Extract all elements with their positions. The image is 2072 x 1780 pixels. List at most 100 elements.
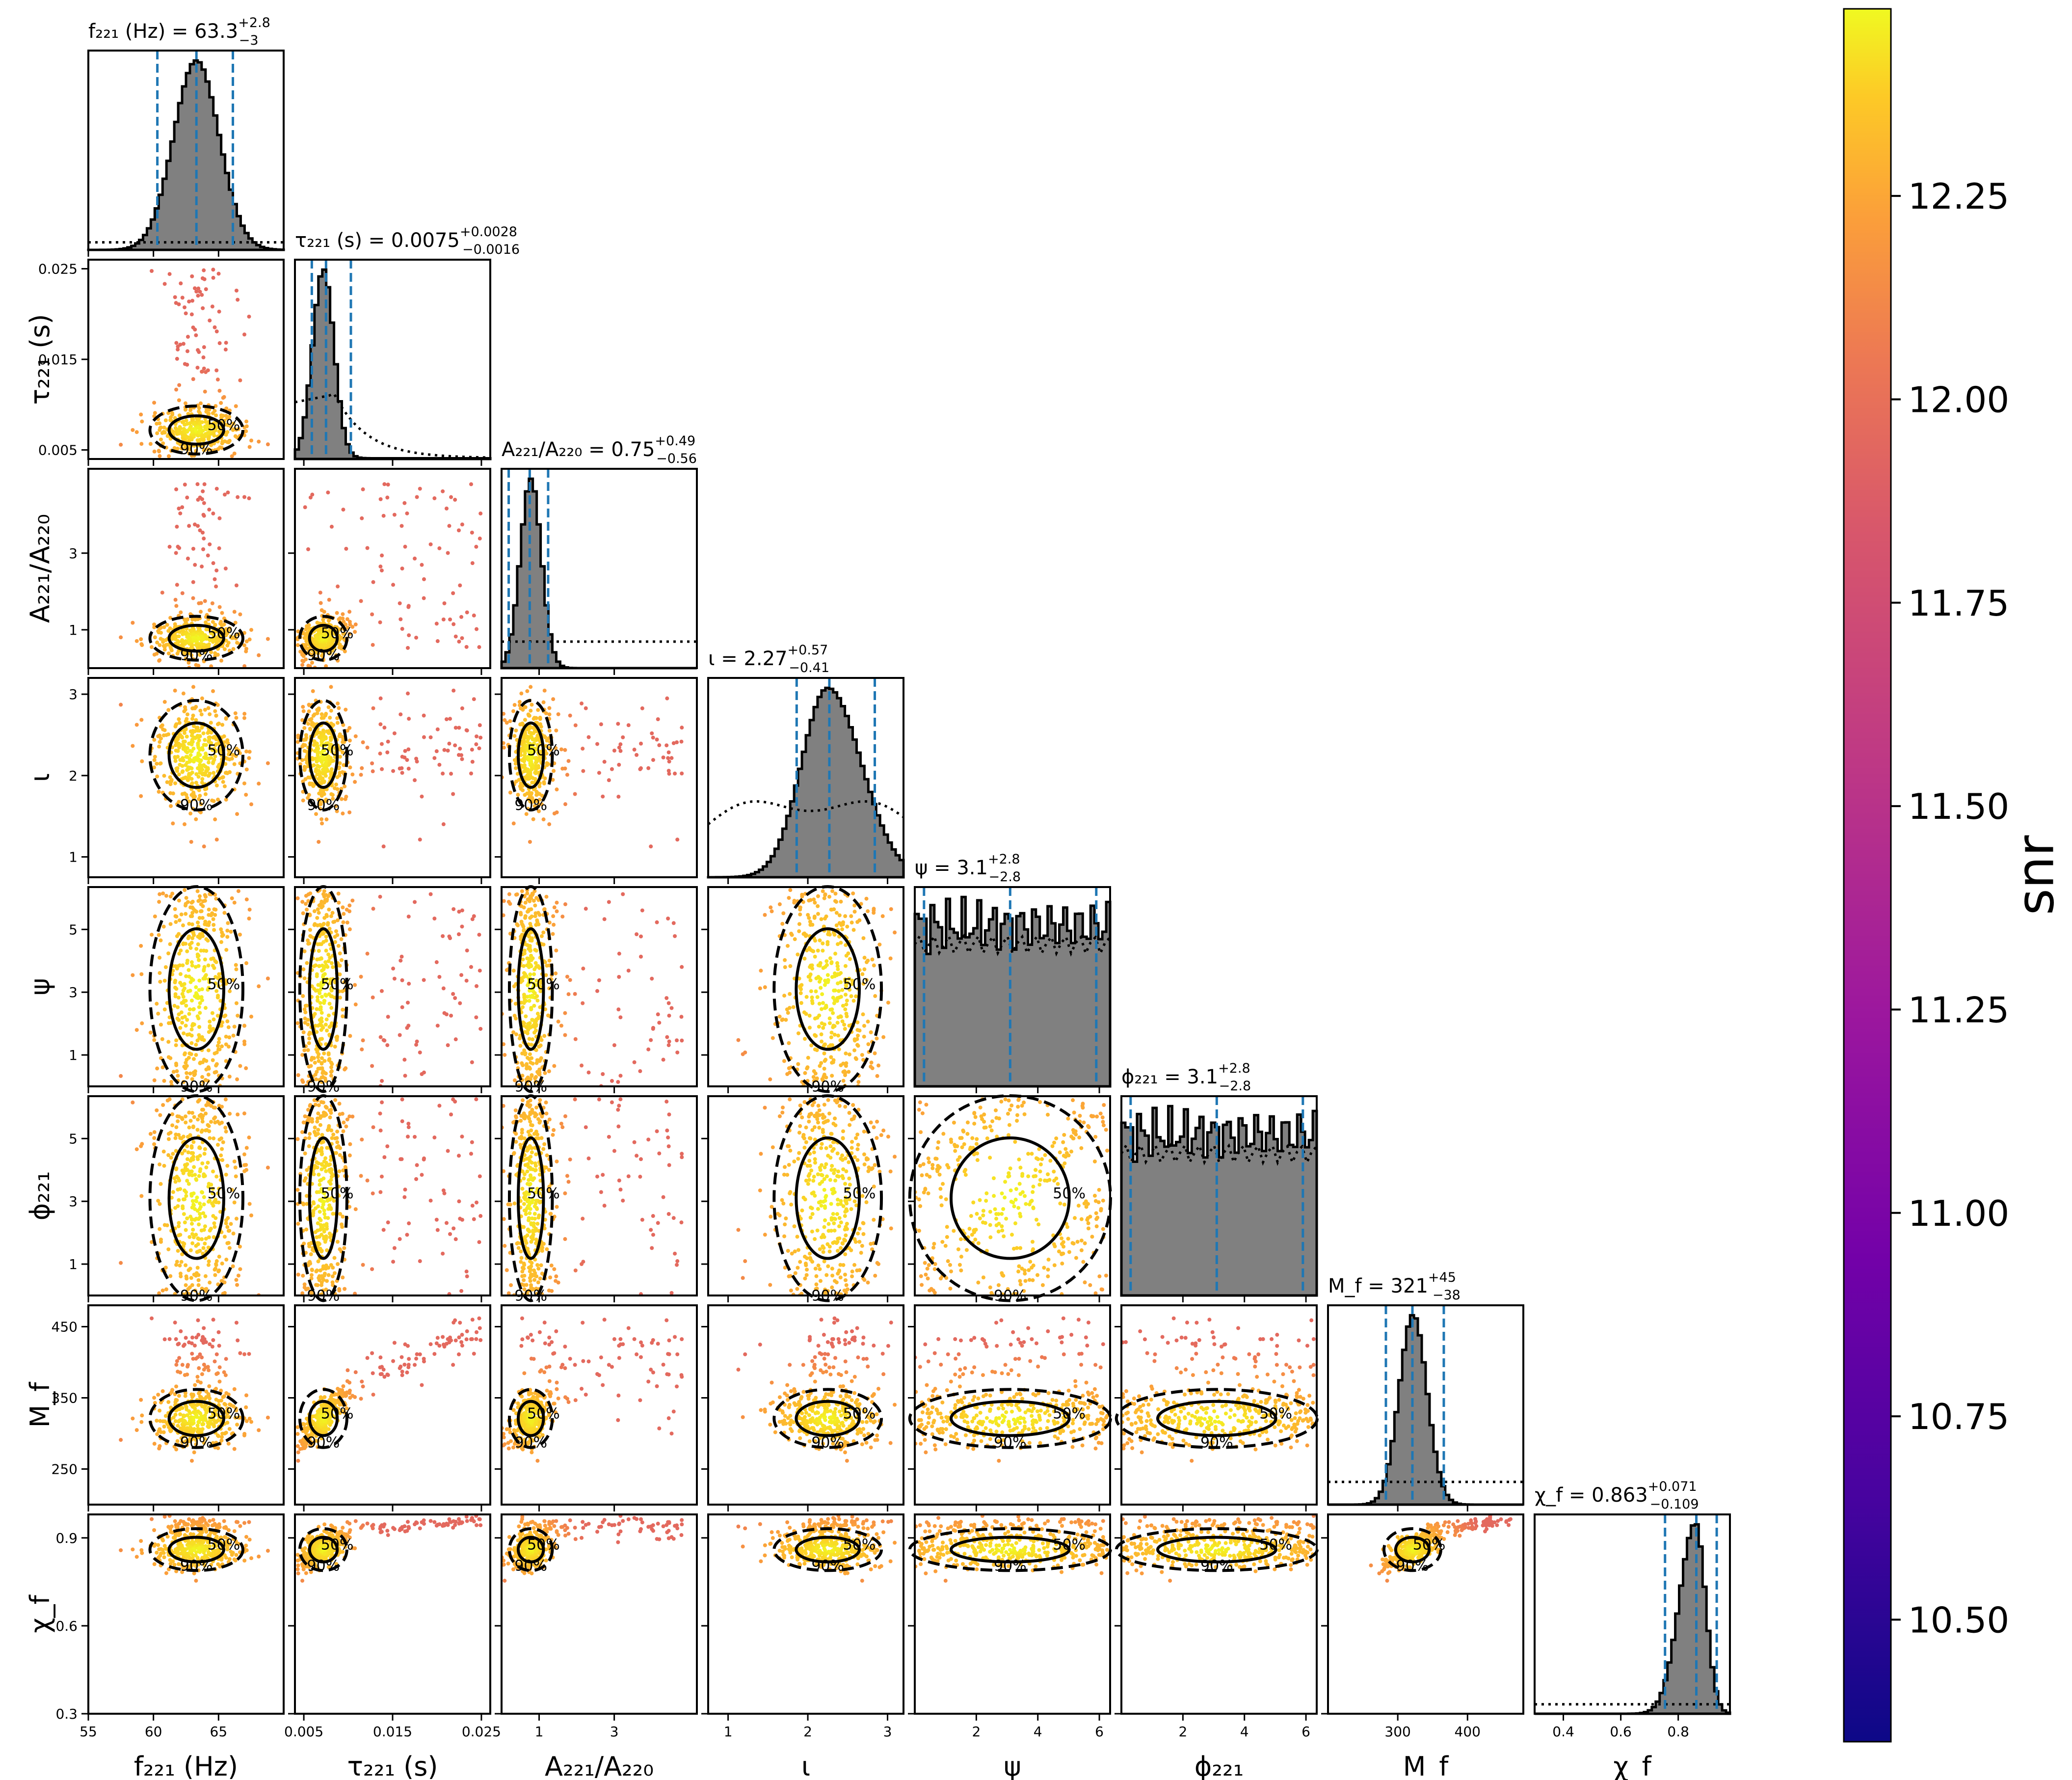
scatter-point (244, 1543, 248, 1548)
scatter-point (150, 269, 154, 273)
scatter-point (155, 431, 159, 435)
scatter-point (190, 1422, 194, 1426)
scatter-point (180, 1001, 184, 1005)
scatter-point (457, 1199, 461, 1204)
scatter-point (158, 1427, 162, 1431)
scatter-point (309, 1064, 313, 1068)
scatter-point (197, 978, 202, 983)
scatter-point (242, 712, 247, 716)
scatter-point (459, 753, 464, 757)
scatter-point (185, 796, 189, 800)
scatter-point (469, 482, 473, 486)
scatter-point (213, 1409, 217, 1413)
scatter-point (187, 799, 191, 804)
scatter-point (187, 1416, 192, 1420)
scatter-point (322, 1208, 326, 1213)
scatter-point (177, 1233, 181, 1238)
scatter-point (203, 1006, 208, 1010)
scatter-point (459, 1289, 464, 1293)
scatter-point (179, 1519, 183, 1523)
scatter-point (139, 1548, 144, 1552)
scatter-point (323, 1195, 328, 1200)
scatter-point (194, 1052, 198, 1057)
scatter-point (361, 1038, 365, 1043)
contour-label-90: 90% (180, 1434, 213, 1452)
scatter-point (238, 1064, 242, 1068)
scatter-point (306, 1107, 310, 1112)
scatter-point (475, 734, 479, 739)
scatter-point (313, 1125, 317, 1130)
scatter-point (295, 1137, 300, 1141)
scatter-point (329, 685, 333, 689)
scatter-point (224, 627, 228, 631)
scatter-point (182, 982, 186, 986)
scatter-point (305, 961, 309, 965)
scatter-point (457, 910, 461, 914)
scatter-panel-psi-vs-tau221: 50%90% (288, 885, 491, 1095)
scatter-point (347, 610, 352, 614)
scatter-point (232, 1200, 237, 1205)
scatter-point (435, 727, 440, 731)
scatter-point (329, 1065, 333, 1070)
scatter-point (190, 298, 195, 303)
scatter-point (220, 611, 224, 615)
scatter-point (307, 1244, 312, 1248)
scatter-point (198, 610, 203, 614)
scatter-point (173, 781, 178, 785)
scatter-point (318, 1123, 322, 1127)
scatter-point (469, 771, 473, 776)
scatter-point (214, 1420, 218, 1424)
scatter-point (224, 1034, 228, 1039)
scatter-point (340, 989, 345, 994)
scatter-point (199, 712, 204, 717)
scatter-point (187, 1517, 191, 1521)
scatter-point (208, 637, 212, 641)
scatter-point (212, 431, 216, 435)
scatter-point (197, 1366, 201, 1371)
scatter-point (188, 980, 193, 984)
panels-layer: f₂₂₁ (Hz) = 63.3+2.8 −350%90%0.0050.0150.… (25, 15, 1731, 1780)
scatter-point (332, 1271, 337, 1275)
scatter-point (472, 1351, 476, 1356)
scatter-point (210, 304, 214, 309)
scatter-point (402, 1362, 407, 1367)
scatter-point (200, 1427, 205, 1431)
scatter-point (198, 401, 203, 405)
scatter-point (187, 1169, 192, 1174)
scatter-point (337, 1102, 342, 1106)
scatter-point (234, 963, 238, 967)
scatter-point (139, 1398, 143, 1402)
scatter-point (134, 1028, 139, 1032)
scatter-point (152, 1562, 157, 1566)
scatter-point (200, 1516, 205, 1520)
scatter-point (247, 496, 251, 501)
scatter-point (197, 1146, 202, 1150)
scatter-point (371, 643, 375, 647)
scatter-point (379, 742, 384, 746)
scatter-point (306, 1286, 310, 1291)
scatter-point (177, 1342, 181, 1346)
scatter-point (184, 1024, 188, 1028)
scatter-point (325, 1227, 329, 1231)
scatter-point (347, 726, 352, 730)
scatter-point (326, 705, 331, 709)
scatter-point (198, 290, 202, 294)
scatter-point (217, 516, 222, 520)
scatter-point (478, 537, 482, 541)
scatter-point (345, 920, 349, 925)
scatter-point (322, 1212, 327, 1216)
scatter-point (192, 1165, 196, 1169)
scatter-point (475, 627, 479, 631)
scatter-point (420, 1173, 424, 1177)
scatter-point (208, 1419, 212, 1424)
scatter-point (319, 1007, 323, 1012)
scatter-point (319, 1197, 324, 1202)
scatter-point (193, 1288, 197, 1293)
scatter-point (320, 1037, 324, 1041)
scatter-point (244, 639, 249, 644)
scatter-point (322, 1271, 327, 1276)
scatter-point (316, 750, 320, 754)
scatter-point (295, 1444, 300, 1448)
scatter-point (186, 1522, 190, 1527)
